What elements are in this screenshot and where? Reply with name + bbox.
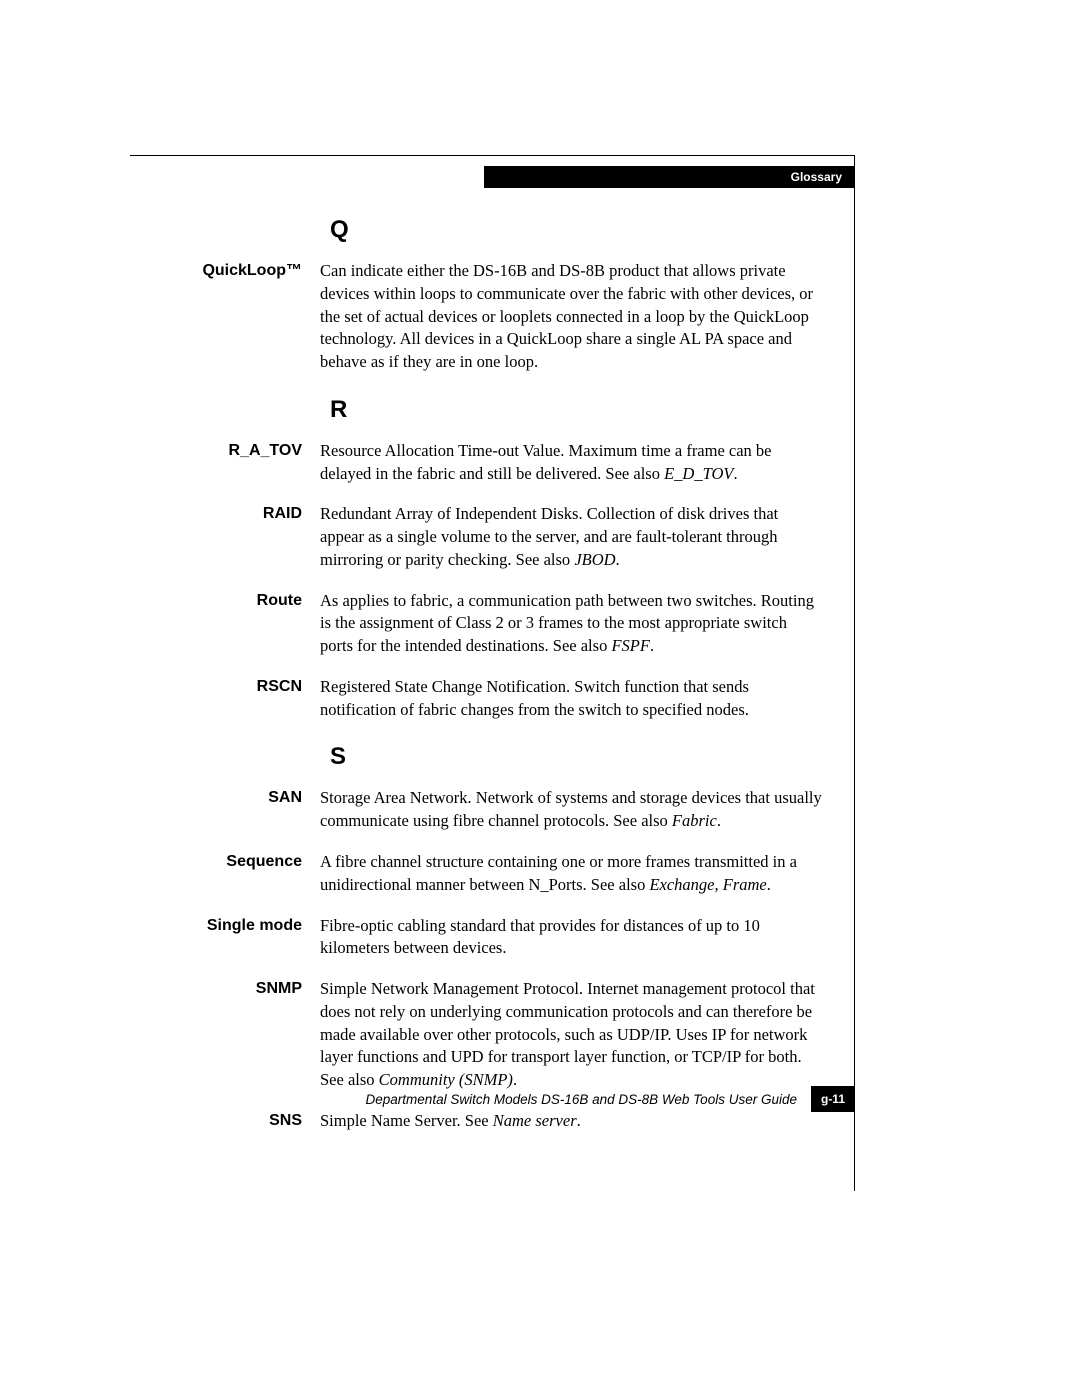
term-san: SAN (130, 787, 320, 833)
def-text: Redundant Array of Independent Disks. Co… (320, 504, 778, 569)
term-single-mode: Single mode (130, 915, 320, 961)
entry-single-mode: Single mode Fibre-optic cabling standard… (130, 915, 824, 961)
term-snmp: SNMP (130, 978, 320, 1092)
entry-san: SAN Storage Area Network. Network of sys… (130, 787, 824, 833)
footer-page-number: g-11 (811, 1086, 855, 1112)
section-letter-q: Q (330, 216, 824, 244)
entry-sequence: Sequence A fibre channel structure conta… (130, 851, 824, 897)
entry-raid: RAID Redundant Array of Independent Disk… (130, 503, 824, 571)
see-also-link: Name server (493, 1111, 577, 1130)
term-quickloop: QuickLoop™ (130, 260, 320, 374)
term-sequence: Sequence (130, 851, 320, 897)
entry-snmp: SNMP Simple Network Management Protocol.… (130, 978, 824, 1092)
section-letter-r: R (330, 396, 824, 424)
definition-san: Storage Area Network. Network of systems… (320, 787, 824, 833)
definition-sequence: A fibre channel structure containing one… (320, 851, 824, 897)
def-text: . (650, 636, 654, 655)
footer: Departmental Switch Models DS-16B and DS… (130, 1086, 855, 1112)
def-text: . (717, 811, 721, 830)
term-rscn: RSCN (130, 676, 320, 722)
footer-title: Departmental Switch Models DS-16B and DS… (366, 1092, 797, 1107)
see-also-link: E_D_TOV (664, 464, 733, 483)
term-sns: SNS (130, 1110, 320, 1133)
definition-r-a-tov: Resource Allocation Time-out Value. Maxi… (320, 440, 824, 486)
page: Glossary Q QuickLoop™ Can indicate eithe… (0, 0, 1080, 1397)
see-also-link: Fabric (672, 811, 717, 830)
section-letter-s: S (330, 743, 824, 771)
def-text: . (577, 1111, 581, 1130)
def-text: . (616, 550, 620, 569)
definition-quickloop: Can indicate either the DS-16B and DS-8B… (320, 260, 824, 374)
def-text: Storage Area Network. Network of systems… (320, 788, 822, 830)
def-text: , (715, 875, 723, 894)
see-also-link: Exchange (649, 875, 714, 894)
header-label: Glossary (791, 170, 842, 184)
definition-sns: Simple Name Server. See Name server. (320, 1110, 824, 1133)
definition-route: As applies to fabric, a communication pa… (320, 590, 824, 658)
entry-rscn: RSCN Registered State Change Notificatio… (130, 676, 824, 722)
def-text: . (733, 464, 737, 483)
definition-rscn: Registered State Change Notification. Sw… (320, 676, 824, 722)
see-also-link: JBOD (574, 550, 615, 569)
def-text: Simple Name Server. See (320, 1111, 493, 1130)
glossary-body: Q QuickLoop™ Can indicate either the DS-… (130, 156, 854, 1191)
header-bar: Glossary (484, 166, 854, 188)
content-frame: Glossary Q QuickLoop™ Can indicate eithe… (130, 155, 855, 1191)
see-also-link: FSPF (611, 636, 650, 655)
entry-quickloop: QuickLoop™ Can indicate either the DS-16… (130, 260, 824, 374)
def-text: As applies to fabric, a communication pa… (320, 591, 814, 656)
entry-route: Route As applies to fabric, a communicat… (130, 590, 824, 658)
def-text: . (767, 875, 771, 894)
definition-snmp: Simple Network Management Protocol. Inte… (320, 978, 824, 1092)
entry-sns: SNS Simple Name Server. See Name server. (130, 1110, 824, 1133)
definition-raid: Redundant Array of Independent Disks. Co… (320, 503, 824, 571)
term-r-a-tov: R_A_TOV (130, 440, 320, 486)
definition-single-mode: Fibre-optic cabling standard that provid… (320, 915, 824, 961)
term-route: Route (130, 590, 320, 658)
entry-r-a-tov: R_A_TOV Resource Allocation Time-out Val… (130, 440, 824, 486)
term-raid: RAID (130, 503, 320, 571)
see-also-link: Frame (723, 875, 767, 894)
